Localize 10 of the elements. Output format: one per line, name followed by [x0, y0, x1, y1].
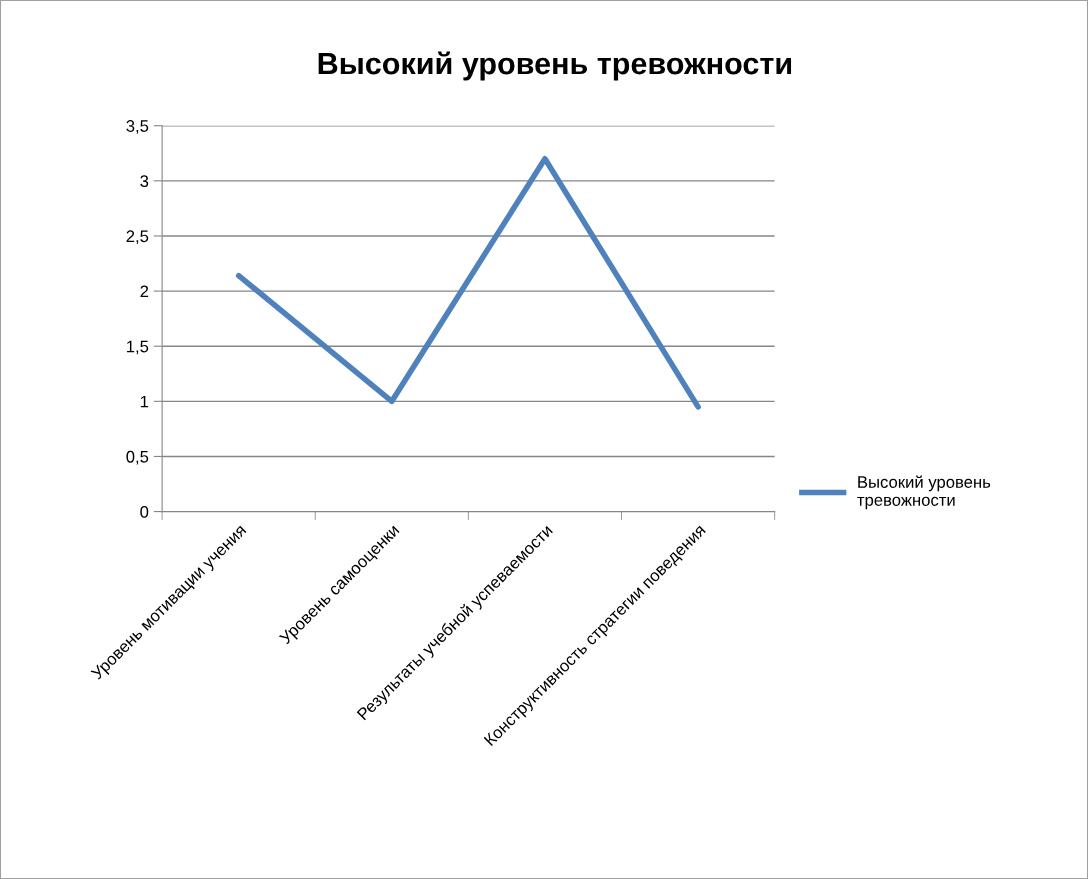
- chart-title: Высокий уровень тревожности: [318, 51, 792, 81]
- y-tick-label: 2: [140, 285, 149, 298]
- y-tick-label: 0: [140, 505, 149, 518]
- y-tick-label: 1,5: [127, 340, 149, 355]
- y-tick-label: 3: [140, 175, 149, 188]
- y-tick-label: 1: [140, 395, 149, 408]
- y-tick-label: 2,5: [126, 230, 149, 245]
- y-tick-label: 3,5: [126, 120, 149, 134]
- legend-label: Высокий уровень тревожности: [857, 475, 991, 510]
- y-tick-label: 0,5: [126, 450, 149, 465]
